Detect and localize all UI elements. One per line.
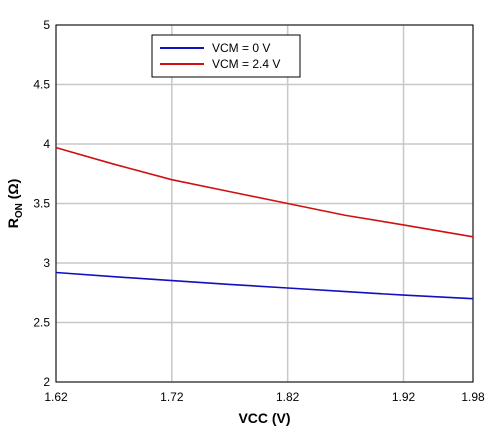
y-axis-title-subscript: ON — [14, 203, 25, 218]
y-tick-label: 2 — [43, 375, 50, 389]
series-line-0 — [55, 271, 474, 300]
x-axis-title: VCC (V) — [238, 410, 290, 426]
y-tick-label: 2.5 — [33, 316, 50, 330]
legend: VCM = 0 V VCM = 2.4 V — [151, 34, 301, 78]
y-tick-label: 4 — [43, 137, 50, 151]
y-tick-label: 5 — [43, 18, 50, 32]
x-tick-label: 1.82 — [276, 390, 300, 404]
x-tick-label: 1.92 — [392, 390, 416, 404]
y-axis-title-unit: (Ω) — [5, 179, 21, 203]
x-tick-labels: 1.62 1.72 1.82 1.92 1.98 — [44, 390, 485, 404]
legend-box — [151, 34, 301, 78]
y-tick-labels: 2 2.5 3 3.5 4 4.5 5 — [33, 18, 50, 389]
y-tick-label: 3 — [43, 256, 50, 270]
y-tick-label: 3.5 — [33, 197, 50, 211]
series-group — [55, 146, 474, 300]
legend-label-vcm-0v: VCM = 0 V — [212, 41, 270, 55]
y-tick-label: 4.5 — [33, 78, 50, 92]
x-tick-label: 1.62 — [44, 390, 68, 404]
y-axis-title-main: R — [5, 218, 21, 228]
x-tick-label: 1.98 — [461, 390, 485, 404]
legend-label-vcm-2-4v: VCM = 2.4 V — [212, 57, 280, 71]
y-axis-title: RON (Ω) — [5, 179, 25, 229]
grid-lines — [55, 24, 474, 383]
x-tick-label: 1.72 — [160, 390, 184, 404]
plot-area-frame — [55, 24, 474, 383]
series-line-1 — [55, 146, 474, 238]
